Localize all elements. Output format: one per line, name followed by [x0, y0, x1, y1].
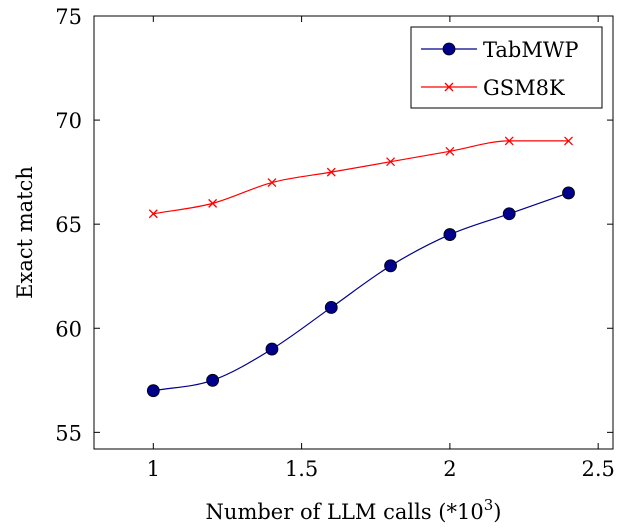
y-axis-label: Exact match: [13, 166, 37, 299]
data-point-tabmwp: [443, 228, 457, 241]
data-point-tabmwp: [562, 186, 575, 200]
y-tick-label: 75: [55, 5, 82, 29]
data-point-tabmwp: [324, 301, 338, 314]
data-point-gsm8k: [267, 178, 277, 187]
data-point-tabmwp: [384, 259, 397, 273]
x-tick-label: 2: [443, 457, 456, 481]
axes: 1 1.5 2 2.5 55 60 65 70 75 Number of LLM calls (*…: [13, 5, 615, 524]
data-point-tabmwp: [502, 207, 516, 221]
data-point-gsm8k: [564, 136, 573, 146]
x-tick-label: 1: [147, 457, 160, 481]
x-tick-label: 2.5: [581, 457, 614, 481]
data-point-gsm8k: [386, 157, 396, 167]
x-tick-label: 1.5: [285, 457, 318, 481]
y-tick-label: 55: [55, 421, 82, 445]
series-line-tabmwp: [153, 192, 569, 392]
data-point-gsm8k: [208, 198, 218, 208]
data-point-gsm8k: [445, 146, 455, 156]
legend-label-tabmwp: TabMWP: [483, 38, 579, 62]
plot-area: [146, 136, 575, 398]
y-tick-label: 70: [55, 109, 82, 133]
legend-box: [410, 26, 603, 109]
data-point-gsm8k: [148, 209, 158, 219]
data-point-tabmwp: [206, 373, 220, 387]
y-tick-label: 65: [55, 213, 82, 237]
data-point-tabmwp: [265, 342, 279, 356]
axis-frame: [93, 15, 614, 450]
series-line-gsm8k: [153, 140, 569, 215]
data-point-tabmwp: [146, 384, 160, 398]
data-point-gsm8k: [326, 167, 336, 177]
x-axis-label: Number of LLM calls (*103): [206, 496, 502, 524]
data-point-gsm8k: [504, 136, 514, 146]
y-tick-label: 60: [55, 317, 82, 341]
legend-marker-gsm8k: [444, 82, 454, 92]
legend-label-gsm8k: GSM8K: [483, 76, 565, 100]
legend-marker-tabmwp: [442, 42, 456, 56]
legend: TabMWP GSM8K: [410, 26, 603, 109]
